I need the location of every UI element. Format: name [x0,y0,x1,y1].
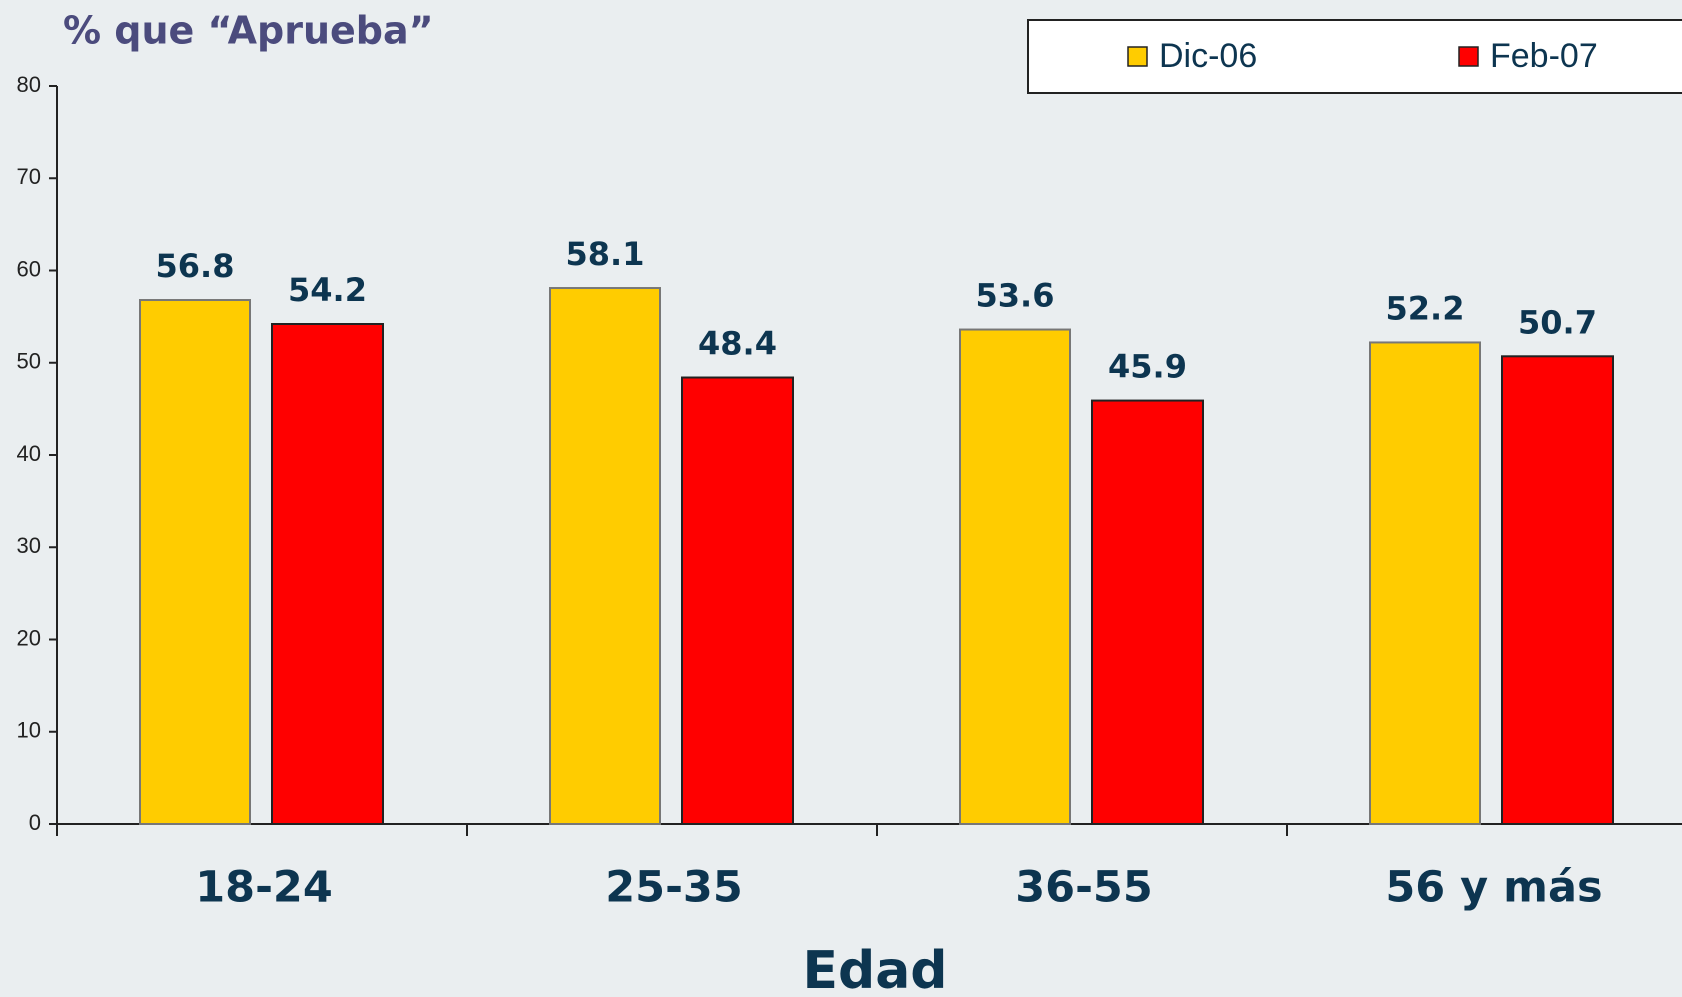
data-label: 50.7 [1518,303,1597,341]
x-tick-label: 18-24 [195,863,333,913]
legend-label: Dic-06 [1159,37,1257,75]
data-label: 56.8 [156,247,235,285]
y-tick-label: 60 [17,256,41,281]
x-axis-label: Edad [802,941,947,997]
data-label: 54.2 [288,271,367,309]
data-label: 58.1 [566,235,645,273]
legend-label: Feb-07 [1490,37,1598,75]
legend-swatch [1458,46,1479,67]
y-tick-label: 50 [17,349,41,374]
bar [1369,341,1481,825]
data-label: 53.6 [976,277,1055,315]
bar [959,328,1071,825]
data-label: 48.4 [698,325,777,363]
bar [271,323,384,825]
bar [1501,355,1614,825]
bar [681,376,794,825]
y-tick-label: 0 [29,810,41,835]
y-tick-label: 10 [17,718,41,743]
legend-swatch [1127,46,1148,67]
bar [1091,399,1204,825]
x-tick-label: 56 y más [1385,863,1602,913]
x-tick-label: 25-35 [605,863,743,913]
y-tick-label: 30 [17,533,41,558]
bar [549,287,661,825]
y-tick-label: 80 [17,72,41,97]
data-label: 52.2 [1386,289,1465,327]
y-tick-label: 70 [17,164,41,189]
x-tick-label: 36-55 [1015,863,1153,913]
chart-title: % que “Aprueba” [63,9,434,53]
data-label: 45.9 [1108,348,1187,386]
y-tick-label: 40 [17,441,41,466]
y-tick-label: 20 [17,625,41,650]
bar [139,299,251,825]
